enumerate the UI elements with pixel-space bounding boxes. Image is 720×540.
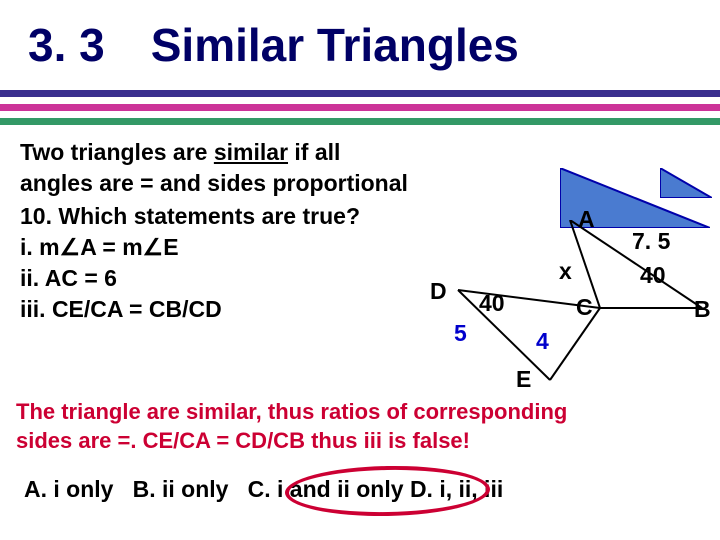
explain-line-2: sides are =. CE/CA = CD/CB thus iii is f… (16, 427, 706, 456)
stripe-gap-1 (0, 97, 720, 104)
answer-a: A. i only (24, 476, 113, 502)
def-part-1: Two triangles are (20, 139, 214, 165)
circled-answer (285, 464, 491, 518)
label-40-right: 40 (640, 262, 666, 289)
stripe-1 (0, 90, 720, 97)
def-underline: similar (214, 139, 288, 165)
def-part-3: if all (288, 139, 340, 165)
label-75: 7. 5 (632, 228, 670, 255)
stripe-gap-2 (0, 111, 720, 118)
small-triangle-icon (660, 168, 712, 198)
label-40-left: 40 (479, 290, 505, 317)
decorative-stripes (0, 90, 720, 125)
label-E: E (516, 366, 531, 393)
stripe-3 (0, 118, 720, 125)
label-C: C (576, 294, 593, 321)
explanation-text: The triangle are similar, thus ratios of… (16, 398, 706, 455)
explain-line-1: The triangle are similar, thus ratios of… (16, 398, 706, 427)
label-A: A (578, 206, 595, 233)
label-4: 4 (536, 328, 549, 355)
label-B: B (694, 296, 711, 323)
label-5: 5 (454, 320, 467, 347)
label-D: D (430, 278, 447, 305)
label-x: x (559, 258, 572, 285)
slide-title: 3. 3 Similar Triangles (0, 0, 720, 72)
answer-b: B. ii only (133, 476, 229, 502)
definition-line-1: Two triangles are similar if all (20, 137, 700, 168)
stripe-2 (0, 104, 720, 111)
